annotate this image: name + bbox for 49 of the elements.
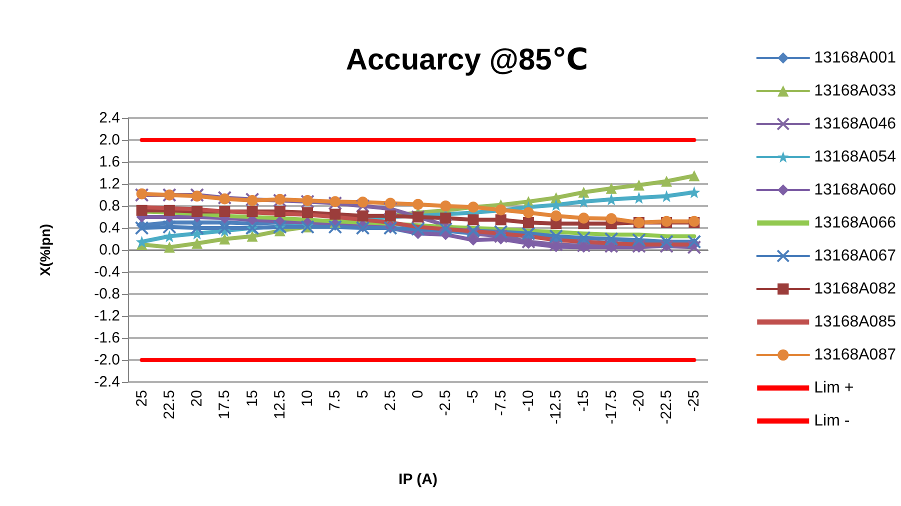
y-tick-label: 2.4 [99, 110, 120, 126]
y-axis-title: X(%Ipn) [37, 224, 53, 276]
legend-label: Lim + [814, 380, 854, 396]
legend-label: 13168A060 [814, 182, 896, 198]
legend-label: 13168A087 [814, 346, 896, 364]
legend-label: 13168A066 [814, 214, 896, 232]
x-tick-label: -15 [575, 390, 592, 412]
legend-label: 13168A082 [814, 280, 896, 298]
x-tick-label: 22.5 [160, 390, 178, 420]
x-tick-label: 15 [244, 390, 261, 407]
legend-label: 13168A085 [814, 314, 896, 330]
chart-title: Accuarcy @85℃ [346, 44, 588, 76]
x-tick-label: 5 [354, 390, 372, 398]
x-tick-label: -25 [686, 390, 703, 412]
y-tick-label: 0.0 [99, 242, 120, 258]
y-tick-label: -1.6 [94, 330, 120, 346]
y-tick-label: -0.8 [94, 286, 120, 302]
x-tick-label: -5 [464, 390, 482, 404]
legend-label: 13168A001 [814, 50, 896, 66]
x-tick-label: -17.5 [602, 390, 620, 424]
y-tick-label: 0.8 [99, 198, 120, 214]
x-tick-label: -12.5 [548, 390, 565, 424]
x-tick-label: 17.5 [216, 390, 234, 420]
x-tick-label: 2.5 [382, 390, 399, 411]
y-tick-label: -2.0 [94, 352, 120, 368]
x-axis-title: IP (A) [398, 471, 438, 488]
x-tick-label: 0 [410, 390, 426, 398]
y-tick-label: 1.6 [99, 154, 120, 170]
x-tick-label: 10 [299, 390, 316, 407]
y-tick-label: -0.4 [94, 264, 120, 280]
x-tick-label: -7.5 [492, 390, 510, 416]
x-tick-label: 20 [188, 390, 206, 407]
y-tick-label: -2.4 [94, 374, 120, 390]
y-tick-label: -1.2 [94, 308, 120, 324]
legend-label: 13168A033 [814, 82, 896, 100]
x-tick-label: 12.5 [271, 390, 288, 420]
legend-label: 13168A067 [814, 248, 896, 264]
legend-label: Lim - [814, 412, 850, 430]
x-tick-label: -22.5 [658, 390, 676, 424]
x-tick-label: 7.5 [326, 390, 344, 411]
legend-label: 13168A054 [814, 148, 896, 166]
x-tick-label: -20 [630, 390, 648, 412]
x-tick-label: -10 [520, 390, 537, 412]
y-tick-label: 2.0 [99, 132, 120, 148]
legend-label: 13168A046 [814, 116, 896, 132]
x-tick-label: -2.5 [437, 390, 454, 416]
y-tick-label: 0.4 [99, 220, 120, 236]
x-tick-label: 25 [133, 390, 150, 407]
y-tick-label: 1.2 [99, 176, 120, 192]
